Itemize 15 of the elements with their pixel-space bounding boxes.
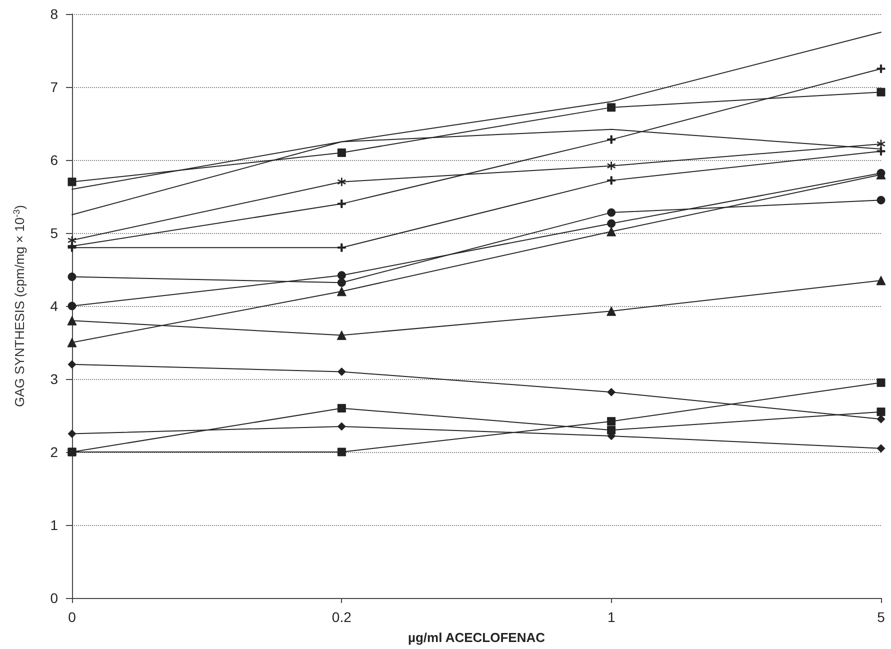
y-tick-label: 2 bbox=[50, 444, 58, 460]
y-axis-title: GAG SYNTHESIS (cpm/mg × 10-3) bbox=[12, 205, 27, 407]
x-tick-label: 0 bbox=[68, 609, 76, 625]
y-tick-label: 1 bbox=[50, 517, 58, 533]
y-tick-label: 4 bbox=[50, 298, 58, 314]
y-tick-label: 7 bbox=[50, 79, 58, 95]
y-tick-label: 8 bbox=[50, 6, 58, 22]
x-tick-label: 5 bbox=[877, 609, 886, 625]
y-tick-label: 3 bbox=[50, 371, 58, 387]
x-tick-label: 1 bbox=[607, 609, 616, 625]
x-tick-label: 0.2 bbox=[332, 609, 352, 625]
y-tick-label: 5 bbox=[50, 225, 58, 241]
y-tick-label: 6 bbox=[50, 152, 58, 168]
y-tick-label: 0 bbox=[50, 590, 58, 606]
x-axis-title: µg/ml ACECLOFENAC bbox=[408, 630, 546, 645]
